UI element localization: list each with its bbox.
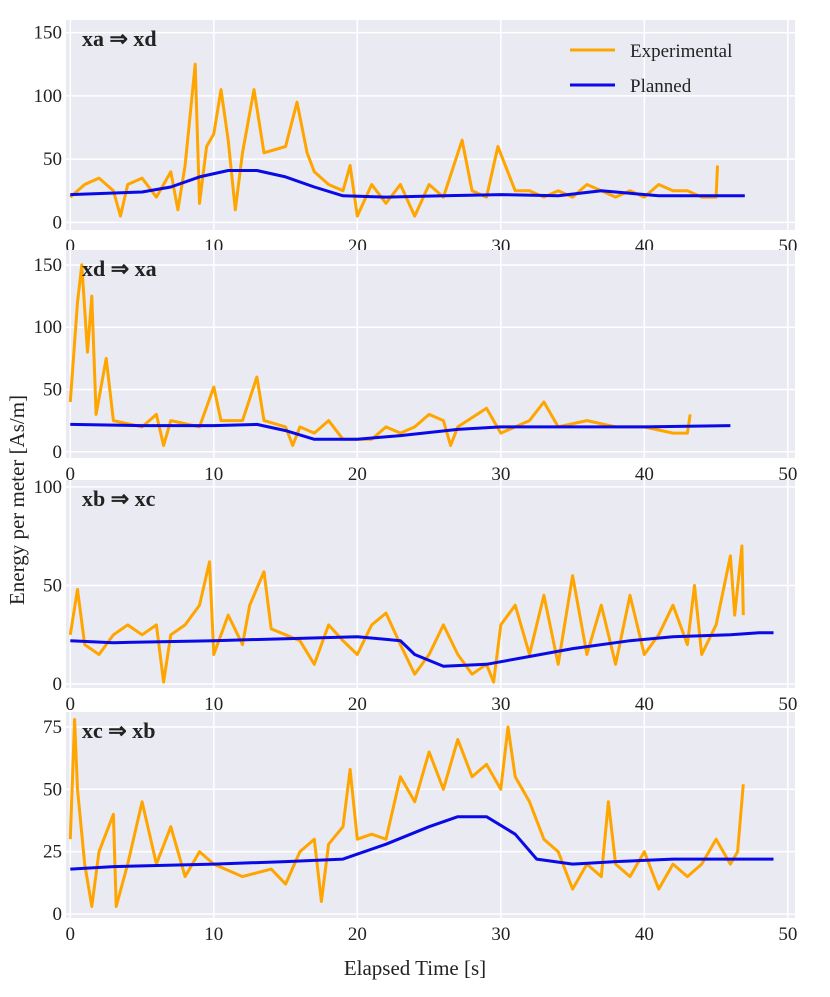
y-tick-label: 50 [43,149,62,170]
y-tick-label: 50 [43,779,62,800]
x-tick-label: 50 [778,694,797,715]
series-line [68,263,692,447]
series-line [70,815,774,871]
x-tick-label: 0 [66,236,76,257]
x-tick-label: 0 [66,924,76,945]
y-tick-label: 25 [43,842,62,863]
series-line [68,718,745,908]
x-tick-label: 40 [635,464,654,485]
plot-area [66,480,795,688]
x-tick-label: 50 [778,924,797,945]
y-tick-label: 150 [34,23,63,44]
x-tick-label: 0 [66,694,76,715]
y-tick-label: 75 [43,717,62,738]
y-tick-label: 50 [43,379,62,400]
x-tick-label: 50 [778,464,797,485]
x-tick-label: 10 [204,464,223,485]
y-tick-label: 100 [34,86,63,107]
x-tick-label: 0 [66,464,76,485]
legend-label: Experimental [630,41,732,62]
x-axis-label: Elapsed Time [s] [344,956,486,980]
x-tick-label: 40 [635,694,654,715]
panel-title: xb ⇒ xc [82,486,156,511]
y-tick-label: 0 [53,442,63,463]
plot-area [66,712,795,918]
series-line [70,631,774,668]
x-tick-label: 30 [491,694,510,715]
panel-title: xd ⇒ xa [82,256,157,281]
y-tick-label: 50 [43,575,62,596]
x-tick-label: 10 [204,694,223,715]
y-tick-label: 0 [53,674,63,695]
x-tick-label: 10 [204,924,223,945]
panel-title: xc ⇒ xb [82,718,155,743]
y-tick-label: 150 [34,255,63,276]
series-line [70,169,745,199]
x-tick-label: 30 [491,924,510,945]
y-tick-label: 100 [34,317,63,338]
x-tick-label: 20 [348,924,367,945]
series-line [70,422,731,441]
x-tick-label: 30 [491,464,510,485]
x-tick-label: 20 [348,464,367,485]
x-tick-label: 40 [635,924,654,945]
y-tick-label: 0 [53,904,63,925]
x-tick-label: 20 [348,694,367,715]
y-tick-label: 0 [53,212,63,233]
y-axis-label: Energy per meter [As/m] [5,395,29,605]
panel-title: xa ⇒ xd [82,26,157,51]
legend-label: Planned [630,76,692,97]
y-tick-label: 100 [34,477,63,498]
